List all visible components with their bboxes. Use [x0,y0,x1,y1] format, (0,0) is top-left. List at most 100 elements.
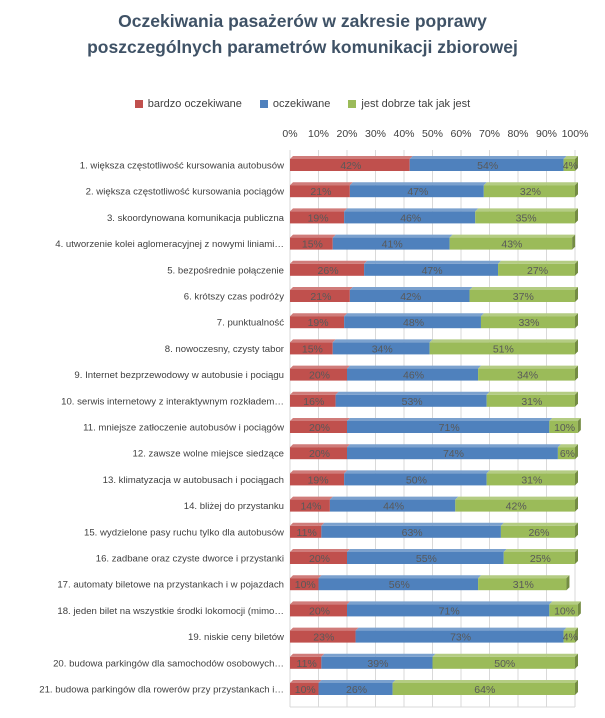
data-label: 37% [513,291,534,303]
bar-segment-top [563,627,578,631]
bar-segment [290,656,322,669]
bar-segment [392,683,575,695]
data-label: 71% [439,605,460,617]
data-label: 42% [340,160,361,172]
bar-segment-side [575,444,578,460]
bar-segment-side [566,575,570,591]
bar-segment-top [429,339,578,343]
category-label: 11. mniejsze zatłoczenie autobusów i poc… [83,423,284,434]
bar-segment [290,159,410,171]
data-label: 46% [400,212,421,224]
bar-segment [318,683,393,695]
x-tick-label: 50% [422,128,443,140]
bar-segment [347,604,550,617]
data-label: 26% [528,527,549,539]
data-label: 51% [493,343,514,355]
bar-segment-top [364,260,502,264]
bar-segment-top [290,391,339,395]
category-label: 17. automaty biletowe na przystankach i … [57,580,284,591]
bar-segment-top [290,234,336,238]
bar-segment-top [318,680,396,683]
bar-segment-top [344,208,479,212]
data-label: 23% [313,632,334,644]
x-tick-label: 0% [282,128,297,140]
bar-segment [563,159,575,171]
bar-segment-side [575,182,578,198]
bar-segment-top [409,156,567,159]
bar-segment-side [575,156,578,171]
bar-segment-top [500,522,578,526]
category-label: 3. skoordynowana komunikacja publiczna [107,213,285,224]
bar-segment [318,578,479,591]
bar-segment [290,185,350,198]
bar-segment [290,290,350,302]
data-label: 16% [303,396,324,408]
data-label: 20% [309,370,330,382]
bar-segment [329,499,456,512]
bar-segment [290,473,345,486]
bar-segment [498,263,575,276]
bar-segment-top [347,365,482,369]
bar-segment-side [575,365,578,381]
category-label: 4. utworzenie kolei aglomeracyjnej z now… [55,239,284,250]
bar-segment-top [480,313,578,317]
data-label: 19% [308,212,329,224]
bar-segment [290,630,356,643]
x-tick-label: 30% [365,128,386,140]
bar-segment-top [478,575,570,579]
data-label: 19% [308,317,329,329]
bar-segment [321,656,433,669]
bar-segment [483,185,575,198]
data-label: 53% [402,396,423,408]
bar-segment-top [549,601,581,605]
x-tick-label: 40% [393,128,414,140]
bar-segment-top [392,680,578,683]
category-label: 10. serwis internetowy z interaktywnym r… [61,396,284,407]
legend-swatch [259,100,268,108]
data-label: 31% [521,474,542,486]
bar-segment [563,630,575,643]
bar-segment [290,683,319,695]
data-label: 15% [302,239,323,251]
bar-segment-top [321,653,436,657]
bar-segment-top [475,208,578,212]
bar-segment [290,447,347,460]
bar-segment-top [347,418,553,421]
bar-segment [347,552,504,564]
bar-segment [432,656,575,669]
data-label: 32% [520,186,541,198]
data-label: 4% [563,160,578,172]
bar-segment [290,604,347,617]
bar-segment-top [503,549,578,552]
bar-segment-top [349,182,487,186]
category-label: 9. Internet bezprzewodowy w autobusie i … [74,370,284,381]
bar-segment-side [572,234,576,250]
legend-label: jest dobrze tak jak jest [361,98,471,110]
bar-segment [335,394,487,407]
category-label: 16. zadbane oraz czyste dworce i przysta… [96,554,284,565]
bar-segment-top [290,522,325,526]
data-label: 25% [530,553,551,565]
category-label: 19. niskie ceny biletów [188,632,284,643]
bar-segment-top [486,470,578,474]
data-label: 21% [310,186,331,198]
bar-segment-top [347,444,561,448]
bar-segment-top [486,391,578,395]
data-label: 42% [506,501,527,513]
bar-segment-side [575,470,578,486]
x-tick-label: 80% [507,128,528,140]
legend-item-bardzo-oczekiwane: bardzo oczekiwane [134,98,242,110]
bar-segment-side [575,260,578,276]
category-label: 12. zawsze wolne miejsce siedzące [133,449,284,460]
data-label: 55% [416,553,437,565]
category-label: 18. jeden bilet na wszystkie środki loko… [57,606,284,617]
x-tick-label: 90% [536,128,557,140]
data-label: 56% [389,579,410,591]
bar-segment-top [290,260,368,264]
bar-segment-top [332,339,433,343]
bar-segment-top [290,313,348,317]
category-label: 13. klimatyzacja w autobusach i pociągac… [103,475,284,486]
bar-segment [409,159,564,171]
data-label: 50% [494,658,515,670]
